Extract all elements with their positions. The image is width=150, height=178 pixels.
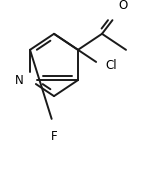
Text: N: N [15, 74, 24, 87]
Text: O: O [118, 0, 128, 12]
Text: F: F [51, 130, 57, 143]
Text: Cl: Cl [105, 59, 117, 72]
